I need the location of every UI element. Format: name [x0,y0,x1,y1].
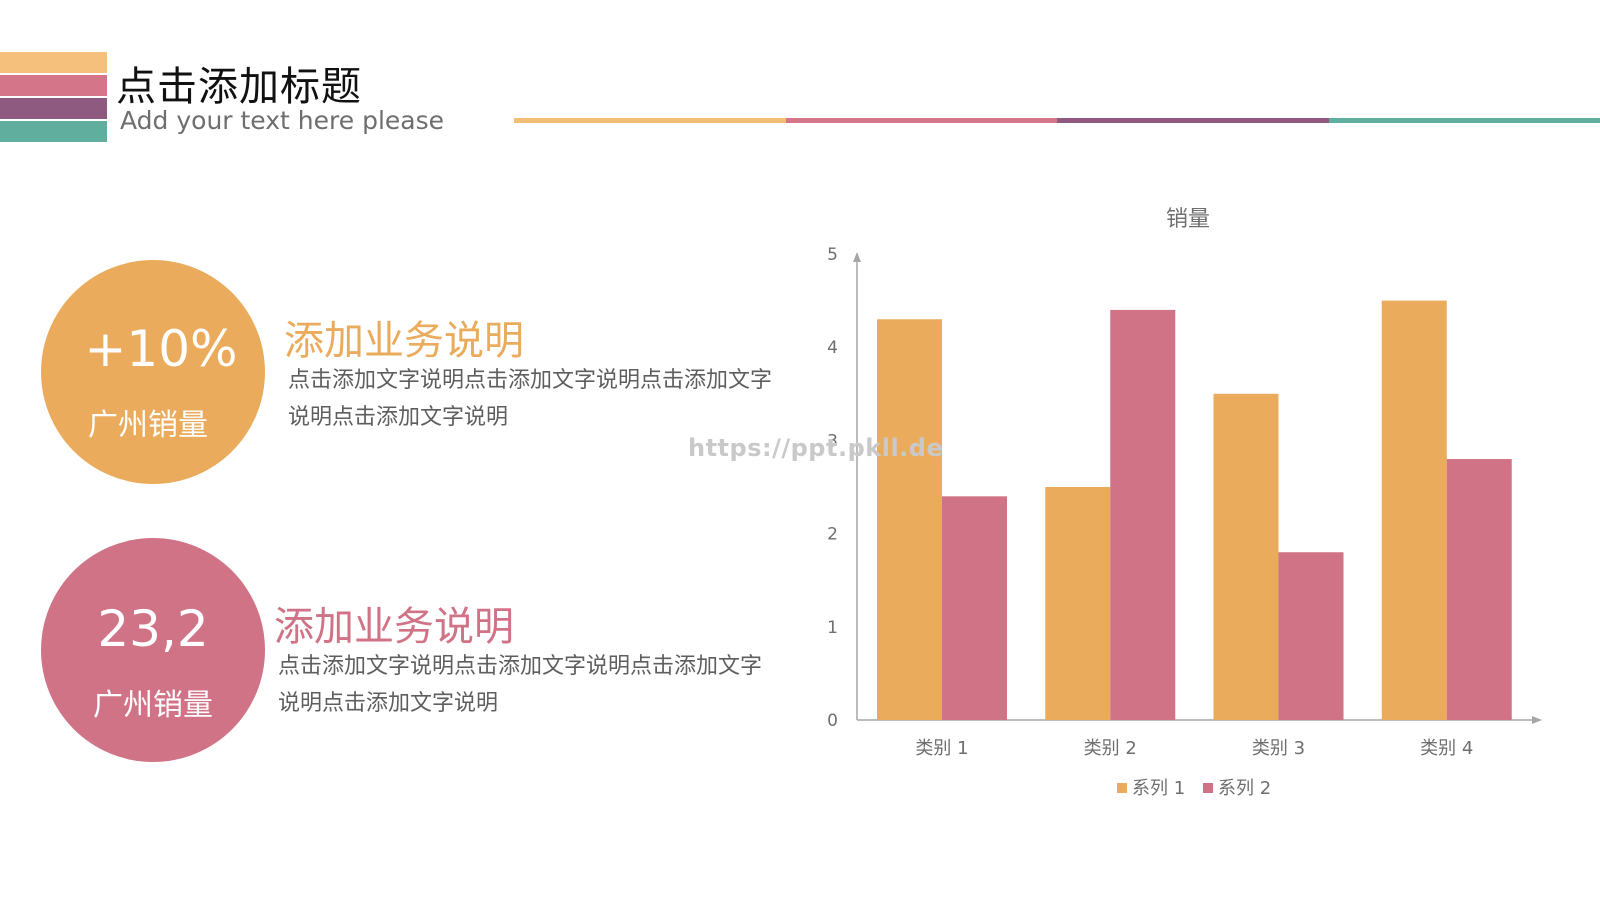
stripe-pink [0,75,107,96]
watermark-text: https://ppt.pkll.de [688,434,944,462]
legend-swatch-series2 [1203,783,1213,793]
bar-series2-cat2 [1110,309,1176,720]
x-axis-arrow [1532,716,1542,724]
bar-series1-cat4 [1381,300,1447,720]
stripe-orange [0,52,107,73]
legend-swatch-series1 [1117,783,1127,793]
stat-value: +10% [84,320,238,378]
bar-series1-cat2 [1045,487,1111,720]
stat-label: 广州销量 [88,408,208,443]
y-tick-label: 2 [827,525,838,545]
stat-circle-1[interactable]: +10% 广州销量 [41,260,265,484]
x-tick-label: 类别 4 [1420,738,1473,759]
x-tick-label: 类别 1 [915,738,968,759]
page-subtitle[interactable]: Add your text here please [120,106,444,135]
bar-series2-cat3 [1278,552,1344,720]
y-tick-label: 4 [827,338,838,358]
stripe-teal [0,121,107,142]
chart-title: 销量 [1166,207,1210,232]
stripe-purple [0,98,107,119]
business-text-2[interactable]: 点击添加文字说明点击添加文字说明点击添加文字说明点击添加文字说明 [278,654,763,716]
bar-series1-cat3 [1213,393,1279,720]
bar-series2-cat1 [942,496,1007,720]
x-tick-label: 类别 3 [1252,738,1305,759]
business-heading-2[interactable]: 添加业务说明 [274,604,514,650]
page-title[interactable]: 点击添加标题 [116,64,362,110]
stat-circle-2[interactable]: 23,2 广州销量 [41,538,265,762]
y-axis-arrow [853,252,861,262]
y-tick-label: 0 [827,711,838,731]
stat-value: 23,2 [97,600,209,658]
y-tick-label: 5 [827,245,838,265]
bar-series1-cat1 [877,319,942,720]
stat-label: 广州销量 [93,688,213,723]
y-tick-label: 1 [827,618,838,638]
business-heading-1[interactable]: 添加业务说明 [284,318,524,364]
header-divider-line [514,118,1600,123]
y-tick-label: 3 [827,431,838,451]
x-tick-label: 类别 2 [1084,738,1137,759]
legend-label-series1: 系列 1 [1132,778,1185,799]
bar-series2-cat4 [1446,459,1512,720]
business-text-1[interactable]: 点击添加文字说明点击添加文字说明点击添加文字说明点击添加文字说明 [288,368,773,430]
legend-label-series2: 系列 2 [1218,778,1271,799]
header-color-stripes [0,52,107,144]
